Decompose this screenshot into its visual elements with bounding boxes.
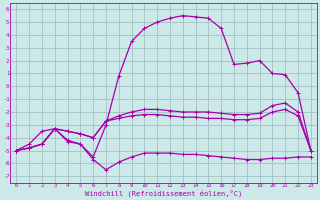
X-axis label: Windchill (Refroidissement éolien,°C): Windchill (Refroidissement éolien,°C) — [85, 190, 242, 197]
